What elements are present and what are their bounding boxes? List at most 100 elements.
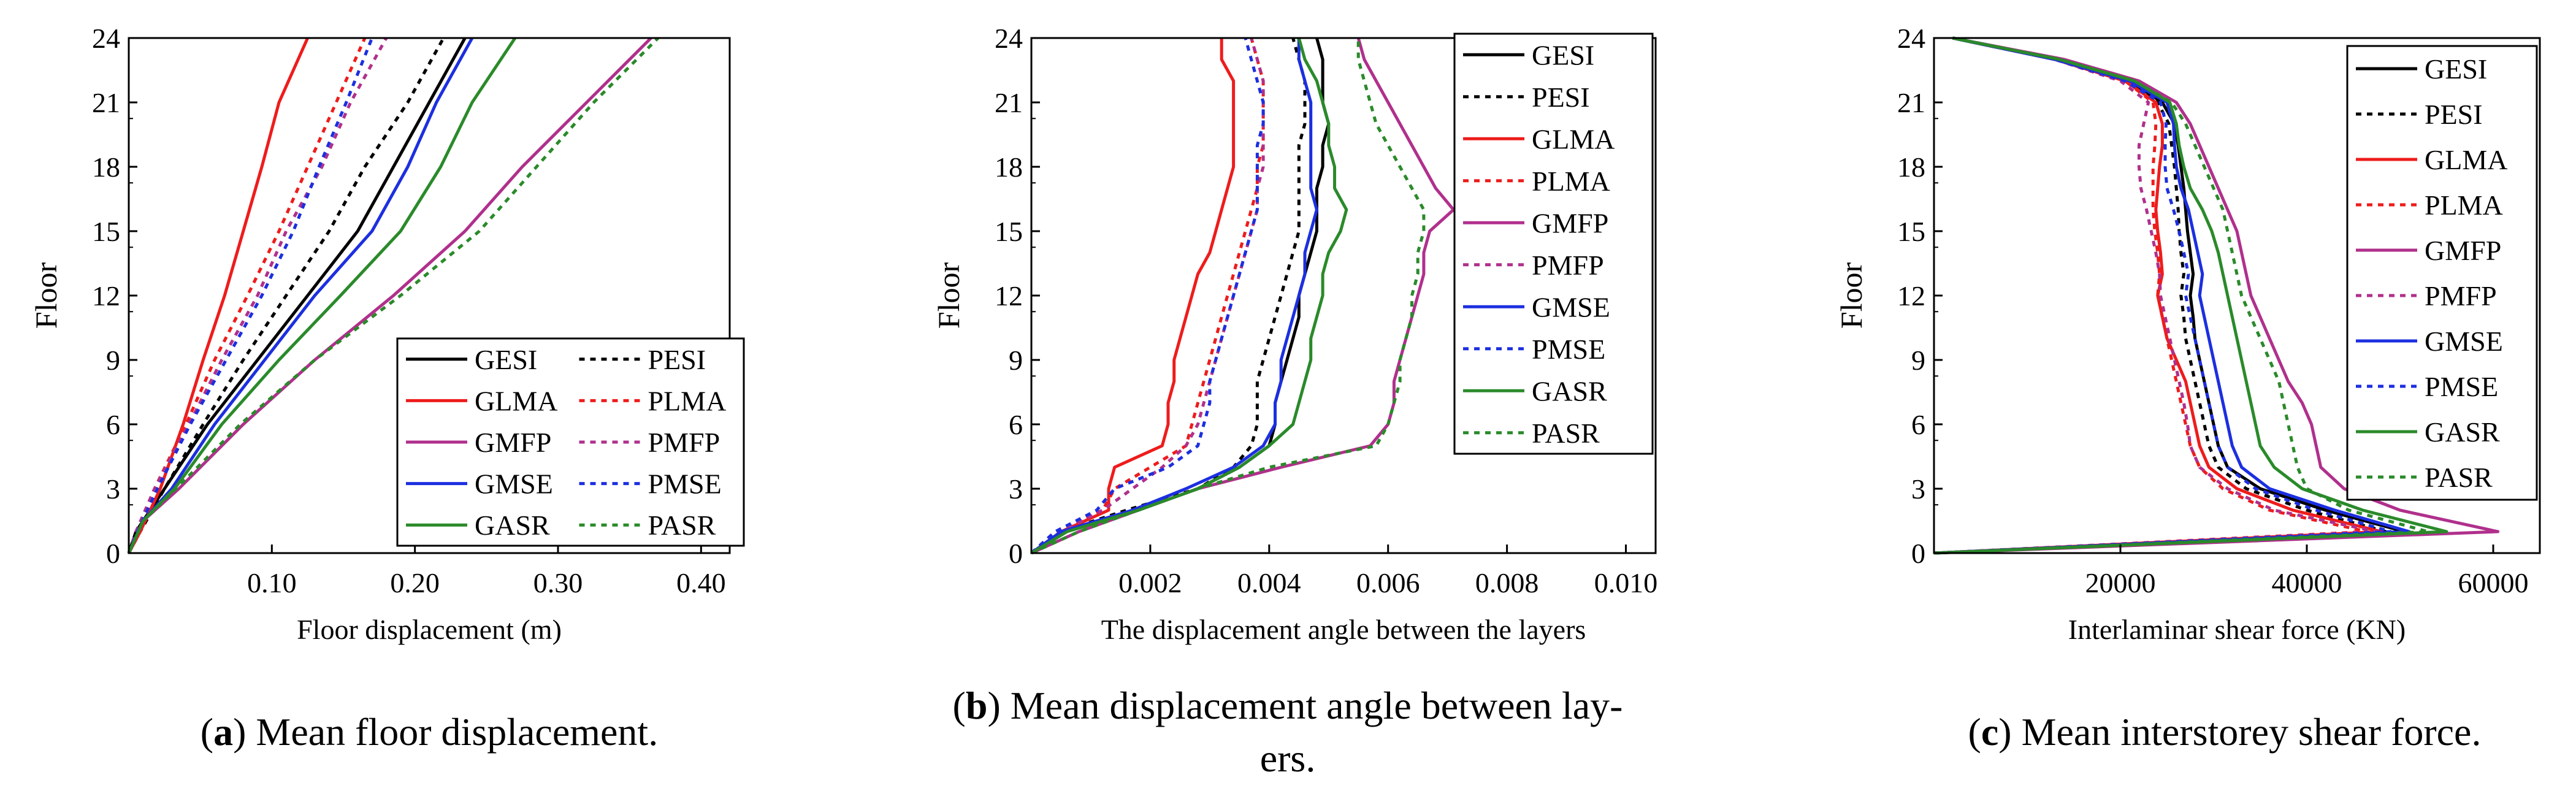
y-tick-label: 15 — [1897, 216, 1925, 247]
series-line-plma — [1030, 37, 1265, 554]
x-tick-label: 0.004 — [1237, 567, 1301, 598]
series-line-pmse — [1030, 37, 1265, 554]
caption-paren-close: ) — [1998, 710, 2011, 754]
y-tick-label: 9 — [106, 345, 120, 376]
legend-label-pmfp: PMFP — [1532, 250, 1604, 281]
y-tick-label: 24 — [995, 23, 1023, 54]
caption-text: Mean displacement angle between lay- — [1001, 684, 1623, 727]
series-line-glma — [1933, 36, 2383, 555]
y-tick-label: 9 — [1911, 345, 1925, 376]
series-line-pmfp — [1933, 36, 2379, 555]
series-line-pasr — [1030, 38, 1426, 555]
legend-label-pasr: PASR — [648, 510, 716, 541]
legend-label-glma: GLMA — [1532, 123, 1615, 155]
y-tick-label: 0 — [1009, 538, 1023, 569]
series-line-pmfp — [1030, 37, 1265, 555]
x-axis-title: Floor displacement (m) — [297, 614, 562, 645]
legend-box — [1453, 32, 1654, 455]
series-line-pesi — [127, 37, 445, 554]
y-tick-label: 21 — [92, 87, 120, 118]
legend-label-gesi: GESI — [2425, 53, 2487, 85]
legend-label-pmse: PMSE — [2425, 371, 2498, 402]
y-tick-label: 21 — [1897, 87, 1925, 118]
y-axis-title: Floor — [931, 262, 966, 329]
y-tick-label: 18 — [92, 151, 120, 183]
caption: (a) Mean floor displacement. — [201, 710, 658, 754]
legend-label-glma: GLMA — [2425, 144, 2507, 175]
x-tick-label: 60000 — [2458, 567, 2529, 598]
legend-label-plma: PLMA — [648, 385, 727, 416]
y-tick-label: 6 — [1911, 409, 1925, 440]
series-line-pmse — [127, 37, 374, 554]
series-line-pasr — [1933, 36, 2430, 555]
y-tick-label: 21 — [995, 87, 1023, 118]
legend-label-pasr: PASR — [1532, 418, 1600, 449]
legend: GESI PESI GLMA PLMA GMFP PMFP GMSE PMSE GASR PASR — [396, 337, 745, 547]
chart-panel-c: 0 3 6 9 12 15 18 21 24 20000 40000 60000 Interlamina… — [1834, 23, 2541, 754]
caption-paren-open: ( — [1968, 710, 1981, 754]
legend-label-pasr: PASR — [2425, 462, 2493, 493]
caption-line2: ers. — [1260, 736, 1316, 780]
legend-label-pmfp: PMFP — [2425, 280, 2497, 311]
legend-label-gmfp: GMFP — [1532, 207, 1608, 239]
y-axis-title: Floor — [29, 262, 63, 329]
legend-label-plma: PLMA — [1532, 166, 1610, 197]
series-line-glma — [127, 37, 309, 554]
legend-label-pesi: PESI — [1532, 82, 1590, 113]
y-tick-label: 6 — [1009, 409, 1023, 440]
y-tick-label: 12 — [995, 280, 1023, 311]
y-tick-label: 0 — [106, 538, 120, 569]
caption-paren-close: ) — [233, 710, 246, 754]
y-tick-label: 15 — [995, 216, 1023, 247]
x-tick-label: 0.40 — [676, 567, 726, 598]
caption-label: c — [1981, 710, 1998, 754]
x-axis-title: The displacement angle between the layer… — [1101, 614, 1586, 645]
series-line-pesi — [1933, 36, 2388, 555]
y-tick-label: 18 — [995, 151, 1023, 183]
series-line-gmfp — [1030, 37, 1455, 555]
legend-label-glma: GLMA — [475, 385, 557, 416]
x-tick-label: 0.20 — [390, 567, 440, 598]
legend-label-pmfp: PMFP — [648, 427, 720, 458]
y-tick-label: 12 — [1897, 280, 1925, 311]
series-line-gmse — [1933, 36, 2411, 555]
caption-label: a — [213, 710, 233, 754]
legend-label-gesi: GESI — [475, 344, 537, 375]
y-tick-label: 3 — [106, 473, 120, 505]
y-tick-label: 24 — [1897, 23, 1925, 54]
y-tick-label: 24 — [92, 23, 120, 54]
caption-paren-close: ) — [987, 684, 1000, 727]
series-group — [1933, 36, 2500, 555]
series-group — [1030, 37, 1455, 555]
x-axis-title: Interlaminar shear force (KN) — [2068, 614, 2406, 645]
legend-box — [2346, 45, 2538, 501]
legend-label-gmfp: GMFP — [2425, 235, 2501, 266]
x-tick-label: 0.30 — [533, 567, 583, 598]
y-tick-label: 9 — [1009, 345, 1023, 376]
series-line-gmfp — [1933, 36, 2500, 555]
x-tick-label: 0.002 — [1118, 567, 1182, 598]
legend: GESI PESI GLMA PLMA GMFP PMFP GMSE PMSE GASR PASR — [2346, 45, 2538, 501]
y-axis-title: Floor — [1834, 262, 1868, 329]
caption-label: b — [966, 684, 988, 727]
series-line-plma — [1933, 36, 2369, 555]
series-line-gesi — [1030, 37, 1331, 555]
caption-text: Mean interstorey shear force. — [2012, 710, 2482, 754]
y-tick-label: 15 — [92, 216, 120, 247]
y-tick-label: 12 — [92, 280, 120, 311]
chart-panel-a: 0 3 6 9 12 15 18 21 24 0.10 0.20 0.30 0.40 Floor disp… — [29, 23, 745, 754]
legend-label-gmfp: GMFP — [475, 427, 551, 458]
series-group — [127, 37, 660, 554]
legend-label-gmse: GMSE — [2425, 326, 2503, 357]
x-tick-label: 0.10 — [247, 567, 297, 598]
legend-label-pmse: PMSE — [648, 468, 722, 500]
legend-label-pmse: PMSE — [1532, 334, 1605, 365]
legend-label-pesi: PESI — [648, 344, 706, 375]
legend-label-pesi: PESI — [2425, 99, 2483, 130]
x-tick-label: 0.006 — [1356, 567, 1420, 598]
y-tick-label: 0 — [1911, 538, 1925, 569]
series-line-gasr — [1030, 37, 1348, 555]
legend-label-gesi: GESI — [1532, 39, 1594, 71]
legend: GESI PESI GLMA PLMA GMFP PMFP GMSE PMSE GASR PASR — [1453, 32, 1654, 455]
